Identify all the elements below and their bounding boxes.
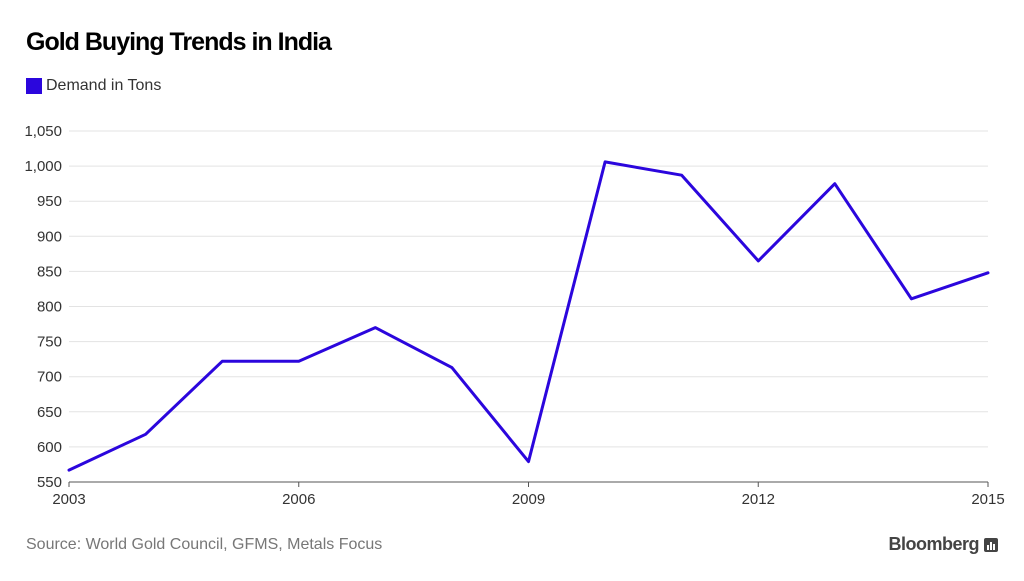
y-tick-label: 800 [37, 299, 62, 316]
y-tick-label: 700 [37, 369, 62, 386]
y-tick-label: 600 [37, 439, 62, 456]
grid-lines [69, 130, 988, 448]
brand-logo: Bloomberg [888, 534, 998, 555]
x-tick-label: 2015 [971, 491, 1004, 508]
y-tick-label: 1,000 [24, 158, 62, 175]
x-tick-label: 2003 [52, 491, 85, 508]
brand-name: Bloomberg [888, 534, 979, 554]
y-tick-label: 750 [37, 334, 62, 351]
source-note: Source: World Gold Council, GFMS, Metals… [26, 536, 383, 553]
x-axis-tick-labels: 2003 2006 2009 2012 2015 [52, 482, 1005, 508]
y-tick-label: 950 [37, 193, 62, 210]
y-tick-label: 550 [37, 474, 62, 491]
x-tick-label: 2006 [282, 491, 315, 508]
x-tick-label: 2012 [742, 491, 775, 508]
y-tick-label: 1,050 [24, 123, 62, 140]
y-tick-label: 850 [37, 263, 62, 280]
y-tick-label: 900 [37, 228, 62, 245]
chart-title: Gold Buying Trends in India [26, 28, 332, 56]
legend-label: Demand in Tons [46, 77, 162, 94]
y-axis-tick-labels: 550 600 650 700 750 800 850 900 950 1,000 1,050 [24, 123, 62, 491]
series-layer [67, 160, 990, 472]
legend: Demand in Tons [26, 77, 161, 95]
bloomberg-chart-icon [984, 537, 998, 552]
series-line [67, 160, 990, 472]
x-tick-label: 2009 [512, 491, 545, 508]
legend-swatch [26, 78, 42, 94]
y-tick-label: 650 [37, 404, 62, 421]
